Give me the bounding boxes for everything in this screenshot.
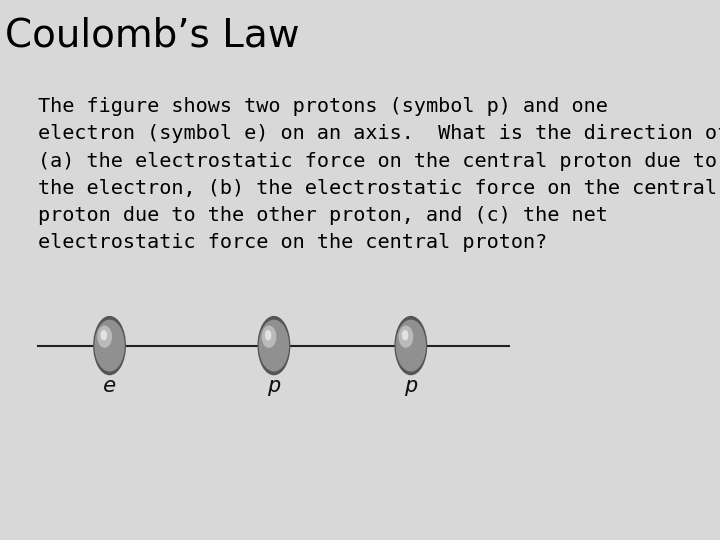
Ellipse shape [399, 326, 413, 348]
Ellipse shape [97, 326, 112, 348]
Text: p: p [404, 376, 418, 396]
Ellipse shape [396, 320, 426, 372]
Ellipse shape [402, 330, 408, 340]
Ellipse shape [94, 320, 125, 372]
Ellipse shape [101, 330, 107, 340]
Text: p: p [267, 376, 281, 396]
Text: The figure shows two protons (symbol p) and one
electron (symbol e) on an axis. : The figure shows two protons (symbol p) … [38, 97, 720, 253]
Ellipse shape [258, 320, 289, 372]
Ellipse shape [258, 316, 290, 375]
Ellipse shape [395, 316, 427, 375]
Text: e: e [103, 376, 116, 396]
Ellipse shape [93, 316, 126, 375]
Text: Coulomb’s Law: Coulomb’s Law [6, 16, 300, 54]
Ellipse shape [265, 330, 271, 340]
Ellipse shape [261, 326, 276, 348]
